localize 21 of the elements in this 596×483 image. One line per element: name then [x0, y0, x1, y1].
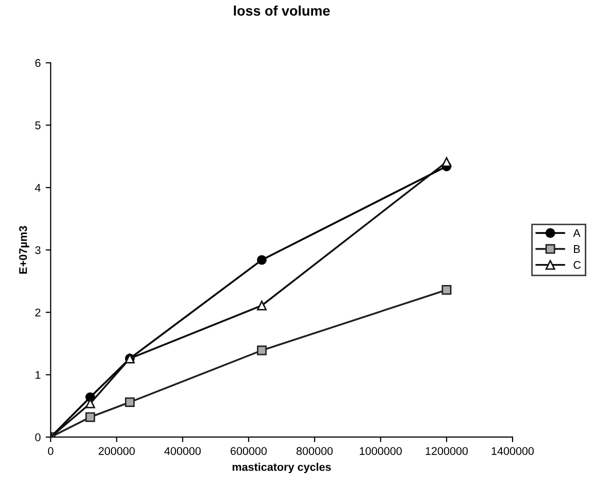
y-tick-label: 5 — [35, 122, 40, 130]
legend-label: B — [574, 245, 580, 253]
y-tick-label: 4 — [35, 184, 41, 192]
x-tick-label: 200000 — [98, 447, 135, 455]
x-axis-title: masticatory cycles — [232, 462, 331, 474]
x-tick-label: 800000 — [296, 447, 333, 455]
x-tick-label: 1400000 — [492, 447, 534, 455]
y-tick-label: 1 — [36, 371, 40, 379]
x-tick-label: 600000 — [230, 447, 267, 455]
y-tick-label: 0 — [35, 433, 41, 442]
y-tick-label: 3 — [35, 246, 40, 254]
x-tick-label: 1200000 — [426, 447, 468, 455]
legend-label: A — [573, 229, 580, 237]
x-tick-label: 1000000 — [360, 447, 402, 455]
legend-label: C — [574, 260, 581, 269]
y-tick-label: 6 — [35, 59, 40, 67]
y-axis-title: E+07µm3 — [19, 226, 30, 274]
x-tick-label: 400000 — [164, 447, 201, 455]
x-tick-label: 0 — [48, 447, 54, 455]
y-tick-label: 2 — [35, 308, 40, 316]
chart-title: loss of volume — [234, 6, 330, 16]
